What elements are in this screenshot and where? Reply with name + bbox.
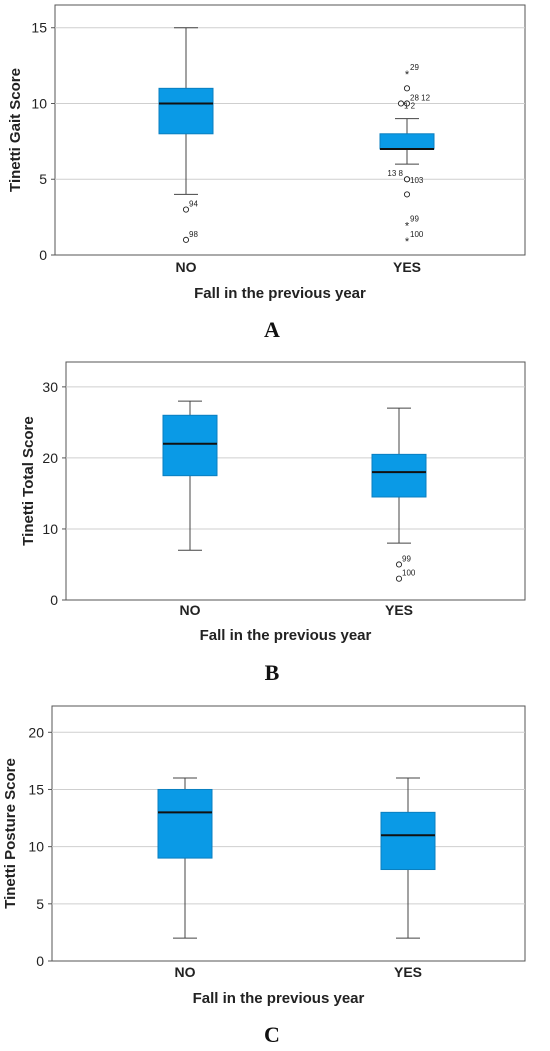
y-tick-label: 15 <box>28 781 44 797</box>
outlier-star: * <box>405 221 410 233</box>
x-category-label: NO <box>175 964 196 980</box>
y-tick-label: 15 <box>31 20 47 36</box>
iqr-box <box>380 811 436 871</box>
outlier-label: 100 <box>402 569 416 578</box>
outlier-circle <box>395 575 403 582</box>
chart-panel-b: 0 10 20 30 Tinetti Total Score NO 99 100 YES Fall… <box>0 350 550 700</box>
x-category-label: YES <box>385 602 413 618</box>
y-axis-title: Tinetti Posture Score <box>2 758 19 909</box>
panel-letter-a: A <box>264 317 280 342</box>
y-axis-title: Tinetti Total Score <box>20 416 37 545</box>
outlier-label: 98 <box>189 230 198 239</box>
iqr-box <box>371 453 427 498</box>
plot-frame <box>51 705 526 962</box>
outlier-label: 100 <box>410 230 424 239</box>
chart-b-svg: 0 10 20 30 Tinetti Total Score NO 99 100 YES Fall… <box>20 361 526 685</box>
y-tick-label: 0 <box>36 953 44 969</box>
y-tick-label: 30 <box>42 379 58 395</box>
y-tick-label: 0 <box>39 247 47 263</box>
plot-frame <box>54 4 526 256</box>
y-tick-label: 5 <box>39 171 47 187</box>
y-tick-label: 20 <box>42 450 58 466</box>
outlier-circle <box>403 176 411 183</box>
outlier-label: 94 <box>189 200 198 209</box>
x-category-label: NO <box>180 602 201 618</box>
iqr-box <box>379 133 435 150</box>
x-axis-title: Fall in the previous year <box>193 990 365 1007</box>
outlier-label: 13 8 <box>387 169 403 178</box>
outlier-circle <box>403 191 411 198</box>
box-no <box>157 777 213 939</box>
chart-panel-c: 0 5 10 15 20 Tinetti Posture Score NO YES Fall i… <box>0 700 550 1050</box>
y-tick-label: 10 <box>31 95 47 111</box>
outlier-label: 28 12 <box>410 93 431 102</box>
x-category-label: YES <box>393 259 421 275</box>
panel-letter-b: B <box>265 660 280 685</box>
x-category-label: YES <box>394 964 422 980</box>
outlier-circle <box>182 236 190 243</box>
y-tick-label: 10 <box>42 521 58 537</box>
iqr-box <box>157 788 213 859</box>
outlier-circle <box>182 206 190 213</box>
outlier-label: 1 2 <box>404 101 416 110</box>
y-tick-label: 10 <box>28 839 44 855</box>
y-tick-label: 5 <box>36 896 44 912</box>
iqr-box <box>162 414 218 477</box>
outlier-circle <box>395 561 403 568</box>
box-yes: 99 100 <box>371 407 427 582</box>
outlier-circle <box>403 85 411 92</box>
outlier-label: 99 <box>410 215 419 224</box>
box-no: 94 98 <box>158 27 214 243</box>
outlier-star: * <box>405 69 410 81</box>
iqr-box <box>158 87 214 135</box>
x-axis-title: Fall in the previous year <box>200 627 372 644</box>
y-tick-label: 0 <box>50 592 58 608</box>
outlier-label: 103 <box>410 176 424 185</box>
chart-panel-a: 0 5 10 15 Tinetti Gait Score 94 98 NO * 29 28 12 1 … <box>0 0 550 350</box>
outlier-label: 29 <box>410 63 419 72</box>
box-yes <box>380 777 436 939</box>
x-axis-title: Fall in the previous year <box>194 285 366 302</box>
x-category-label: NO <box>176 259 197 275</box>
y-axis-title: Tinetti Gait Score <box>7 68 24 192</box>
outlier-star: * <box>405 236 410 248</box>
chart-c-svg: 0 5 10 15 20 Tinetti Posture Score NO YES Fall i… <box>2 705 526 1047</box>
outlier-label: 99 <box>402 554 411 563</box>
box-no <box>162 400 218 551</box>
panel-letter-c: C <box>264 1022 280 1047</box>
outlier-circle <box>403 100 411 107</box>
outlier-circle <box>397 100 405 107</box>
y-tick-label: 20 <box>28 724 44 740</box>
plot-frame <box>65 361 526 601</box>
